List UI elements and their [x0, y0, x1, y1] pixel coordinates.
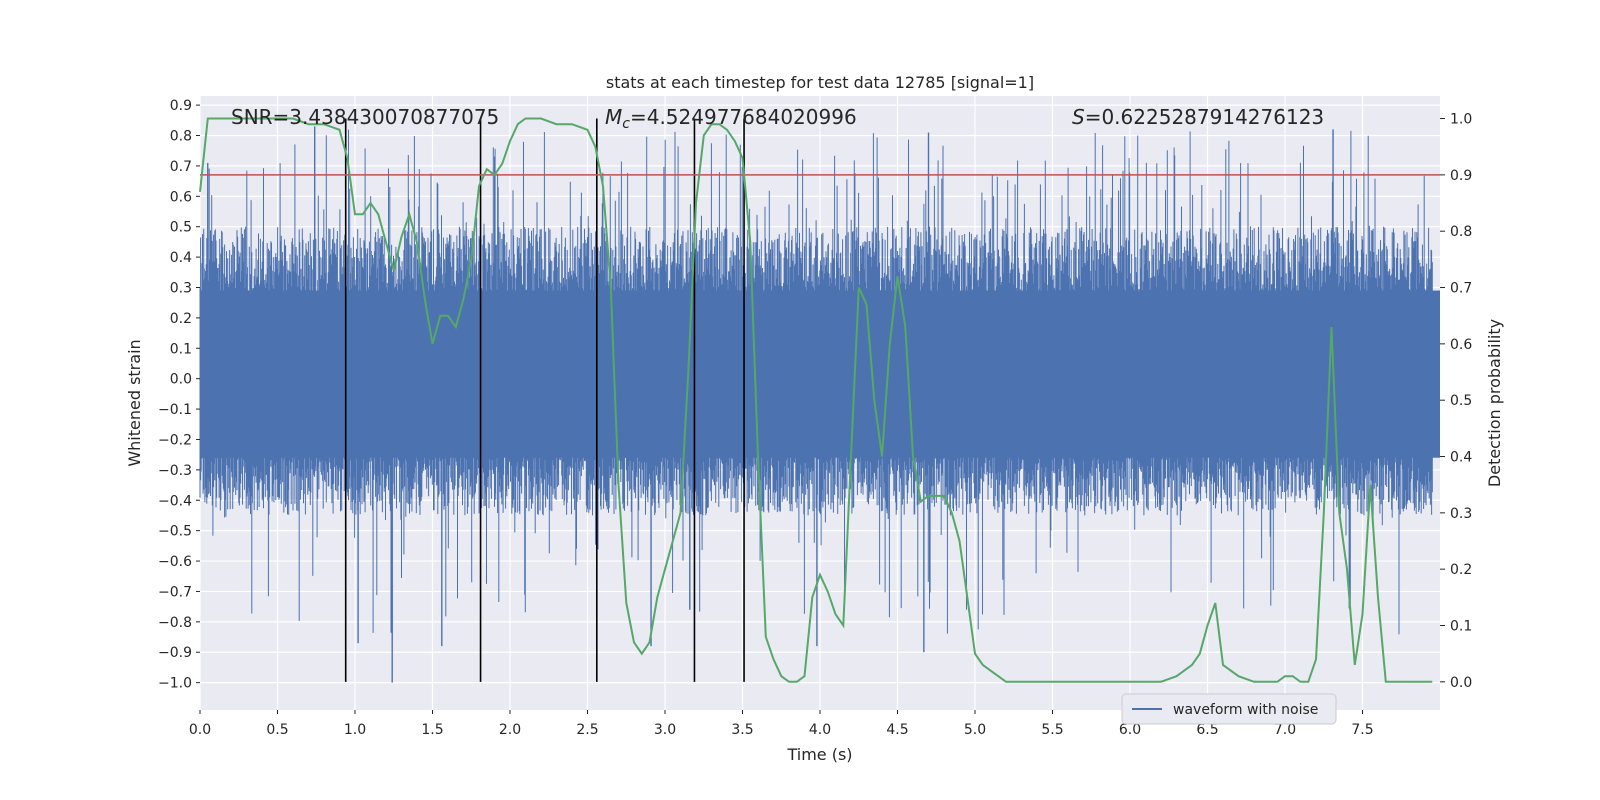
- legend: waveform with noise: [1121, 693, 1337, 725]
- waveform-with-noise-series: [199, 126, 1440, 683]
- y-tick-label: −0.3: [158, 463, 192, 479]
- y2-tick-label: 1.0: [1450, 112, 1472, 128]
- y2-tick-label: 0.8: [1450, 224, 1472, 240]
- x-tick-label: 3.0: [654, 722, 676, 738]
- y-tick-label: 0.6: [170, 189, 192, 205]
- y-tick-label: 0.4: [170, 250, 192, 266]
- x-tick-label: 3.5: [731, 722, 753, 738]
- x-tick-label: 7.5: [1351, 722, 1373, 738]
- y2-tick-labels: 1.0 0.9 0.8 0.7 0.6 0.5 0.4 0.3 0.2 0.1 0.0: [1440, 112, 1472, 691]
- x-tick-label: 1.0: [344, 722, 366, 738]
- y2-tick-label: 0.1: [1450, 619, 1472, 635]
- x-tick-label: 4.0: [809, 722, 831, 738]
- y-tick-label: 0.8: [170, 129, 192, 145]
- y-tick-label: 0.3: [170, 280, 192, 296]
- x-tick-label: 2.0: [499, 722, 521, 738]
- y2-tick-label: 0.4: [1450, 450, 1472, 466]
- y2-tick-label: 0.0: [1450, 675, 1472, 691]
- x-axis-label: Time (s): [786, 745, 852, 764]
- y2-tick-label: 0.5: [1450, 393, 1472, 409]
- y-tick-label: −0.6: [158, 554, 192, 570]
- x-tick-label: 1.5: [421, 722, 443, 738]
- chirp-mass-value: =4.524977684020996: [630, 105, 857, 129]
- legend-label: waveform with noise: [1173, 702, 1318, 718]
- x-tick-label: 6.0: [1119, 722, 1141, 738]
- y-tick-label: −0.2: [158, 432, 192, 448]
- x-tick-label: 6.5: [1196, 722, 1218, 738]
- waveform-core-band: [200, 290, 1440, 458]
- x-tick-label: 4.5: [886, 722, 908, 738]
- y2-tick-label: 0.2: [1450, 562, 1472, 578]
- y-tick-label: 0.2: [170, 311, 192, 327]
- y-tick-label: 0.9: [170, 98, 192, 114]
- x-tick-labels: 0.0 0.5 1.0 1.5 2.0 2.5 3.0 3.5 4.0 4.5 5.0 5.5 6.0 6…: [189, 710, 1374, 738]
- x-tick-label: 5.5: [1041, 722, 1063, 738]
- chirp-mass-annotation: Mc=4.524977684020996: [605, 105, 857, 132]
- y-tick-label: −0.4: [158, 493, 192, 509]
- s-symbol: S: [1072, 105, 1085, 129]
- y-tick-labels: 0.9 0.8 0.7 0.6 0.5 0.4 0.3 0.2 0.1 0.0 −0.1 −0.2 −0…: [158, 98, 200, 692]
- y-tick-label: −1.0: [158, 676, 192, 692]
- y-tick-label: −0.5: [158, 524, 192, 540]
- vertical-markers: [344, 118, 745, 682]
- x-tick-label: 0.0: [189, 722, 211, 738]
- s-annotation: S=0.6225287914276123: [1072, 105, 1324, 129]
- chirp-mass-subscript: c: [622, 116, 630, 132]
- y-tick-label: 0.0: [170, 372, 192, 388]
- chart-title: stats at each timestep for test data 127…: [606, 73, 1034, 92]
- y-tick-label: −0.9: [158, 645, 192, 661]
- y-tick-label: −0.7: [158, 584, 192, 600]
- x-tick-label: 7.0: [1274, 722, 1296, 738]
- x-tick-label: 2.5: [576, 722, 598, 738]
- y2-axis-label: Detection probability: [1485, 319, 1504, 487]
- chirp-mass-symbol: M: [605, 105, 622, 129]
- y-axis-label: Whitened strain: [125, 339, 144, 466]
- y-tick-label: −0.1: [158, 402, 192, 418]
- y-tick-label: 0.5: [170, 220, 192, 236]
- x-tick-label: 0.5: [266, 722, 288, 738]
- y2-tick-label: 0.9: [1450, 168, 1472, 184]
- detection-probability-line: [199, 117, 1433, 683]
- x-tick-label: 5.0: [964, 722, 986, 738]
- y2-tick-label: 0.3: [1450, 506, 1472, 522]
- legend-box: [1121, 693, 1337, 725]
- snr-annotation: SNR=3.438430070877075: [231, 105, 499, 129]
- s-value: =0.6225287914276123: [1085, 105, 1324, 129]
- y-tick-label: 0.7: [170, 159, 192, 175]
- y2-tick-label: 0.7: [1450, 281, 1472, 297]
- y2-tick-label: 0.6: [1450, 337, 1472, 353]
- y-tick-label: 0.1: [170, 341, 192, 357]
- y-tick-label: −0.8: [158, 615, 192, 631]
